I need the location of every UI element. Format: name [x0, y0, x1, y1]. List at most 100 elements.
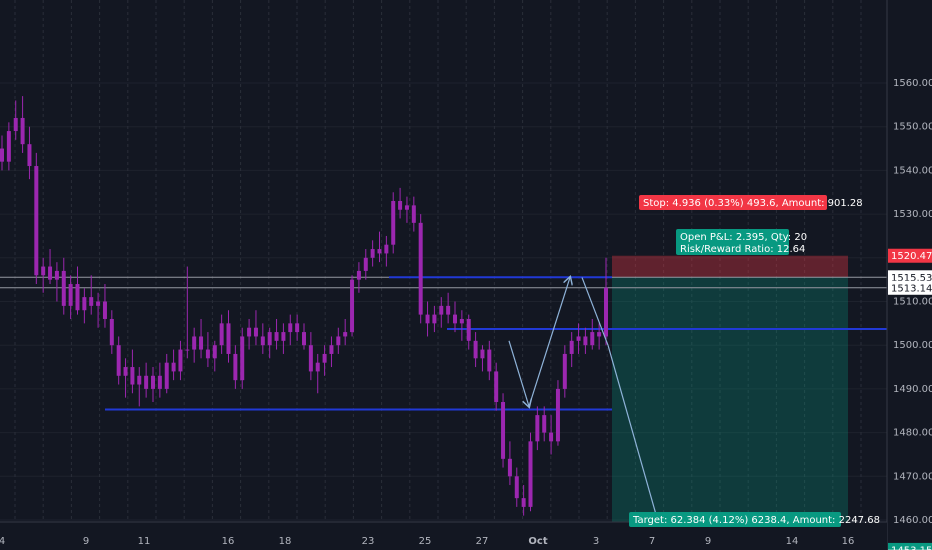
candle	[75, 266, 80, 315]
candle-body	[240, 336, 245, 381]
candle-body	[597, 332, 602, 337]
candle-body	[432, 314, 437, 324]
candle	[302, 323, 306, 350]
pnl-label-text: Open P&L: 2.395, Qty: 20	[680, 232, 807, 243]
candle	[82, 288, 87, 324]
candle-body	[27, 144, 32, 167]
candle	[226, 310, 231, 363]
candle-body	[370, 249, 375, 258]
candle	[446, 292, 451, 324]
candle-body	[0, 148, 4, 162]
candle	[411, 196, 416, 232]
price-tick-label: 1550.000	[893, 122, 932, 133]
candle	[315, 353, 320, 394]
candle	[480, 345, 485, 372]
candle-body	[75, 284, 80, 311]
candle	[528, 432, 533, 512]
candle	[212, 340, 217, 372]
candle-body	[514, 476, 519, 499]
time-tick-label: 9	[705, 536, 711, 547]
time-tick-label: 11	[138, 536, 151, 547]
candle-body	[501, 402, 506, 459]
candle-body	[20, 117, 25, 145]
candle-body	[535, 415, 540, 442]
position-tool[interactable]	[0, 255, 887, 550]
candle-body	[109, 318, 114, 346]
time-tick-label: 14	[786, 536, 799, 547]
candle	[398, 187, 403, 219]
candle-body	[192, 336, 197, 350]
candle	[137, 367, 142, 407]
candle-body	[377, 249, 382, 254]
candle	[267, 327, 272, 359]
price-tick-label: 1540.000	[893, 165, 932, 176]
candle	[116, 336, 121, 385]
candle	[199, 318, 204, 359]
candle-body	[507, 458, 512, 477]
price-tag-label: 1453.153	[891, 545, 932, 550]
candle	[576, 323, 581, 354]
candle	[322, 345, 327, 376]
candle-body	[212, 345, 217, 359]
target-label-bg	[629, 512, 841, 527]
candle-body	[82, 297, 87, 311]
candle-body	[302, 332, 306, 346]
horizontal-lines[interactable]	[105, 276, 887, 411]
time-tick-label: Oct	[528, 536, 547, 547]
candle-body	[219, 323, 224, 346]
candle	[274, 318, 279, 350]
candle	[391, 192, 396, 254]
candle-body	[151, 375, 155, 389]
candle	[494, 362, 499, 411]
candle	[260, 323, 265, 354]
candle	[356, 262, 361, 293]
candle	[329, 336, 334, 368]
candle	[0, 135, 4, 171]
candle	[102, 284, 107, 328]
candle	[48, 249, 53, 285]
candle	[13, 100, 18, 140]
candle-body	[144, 375, 149, 389]
candle	[54, 262, 59, 302]
price-tick-label: 1500.000	[893, 340, 932, 351]
candle-body	[164, 362, 169, 389]
price-axis[interactable]: 1460.000 1470.000 1480.000 1490.000 1500.000…	[886, 0, 932, 550]
candle-body	[473, 340, 478, 359]
candle-body	[199, 336, 204, 350]
candle	[281, 323, 286, 354]
candle-body	[102, 301, 107, 319]
candle-body	[322, 353, 327, 363]
candle	[418, 214, 423, 324]
candle	[466, 314, 471, 350]
candle	[157, 362, 162, 398]
price-tick-label: 1530.000	[893, 209, 932, 220]
candle	[542, 406, 547, 442]
candle	[507, 441, 512, 486]
candle-body	[384, 244, 389, 254]
candle	[68, 275, 73, 319]
candle-body	[528, 441, 533, 507]
pnl-label-bg	[676, 229, 789, 255]
candle-body	[308, 345, 313, 372]
candle-body	[315, 362, 320, 372]
price-tick-label: 1560.000	[893, 78, 932, 89]
candle-body	[288, 323, 293, 333]
candle-body	[178, 349, 183, 372]
candle	[597, 323, 602, 350]
candle-body	[96, 301, 101, 306]
candles	[0, 96, 608, 516]
stop-label-text: Stop: 4.936 (0.33%) 493.6, Amount: 901.2…	[643, 198, 863, 209]
stop-zone	[612, 255, 848, 278]
time-tick-label: 16	[842, 536, 855, 547]
candle-body	[549, 432, 554, 442]
candle	[130, 349, 135, 394]
candle-body	[418, 222, 423, 315]
candle	[164, 353, 169, 394]
candle-body	[604, 287, 608, 337]
candle	[205, 332, 210, 368]
candle	[535, 406, 540, 451]
time-tick-label: 18	[279, 536, 292, 547]
